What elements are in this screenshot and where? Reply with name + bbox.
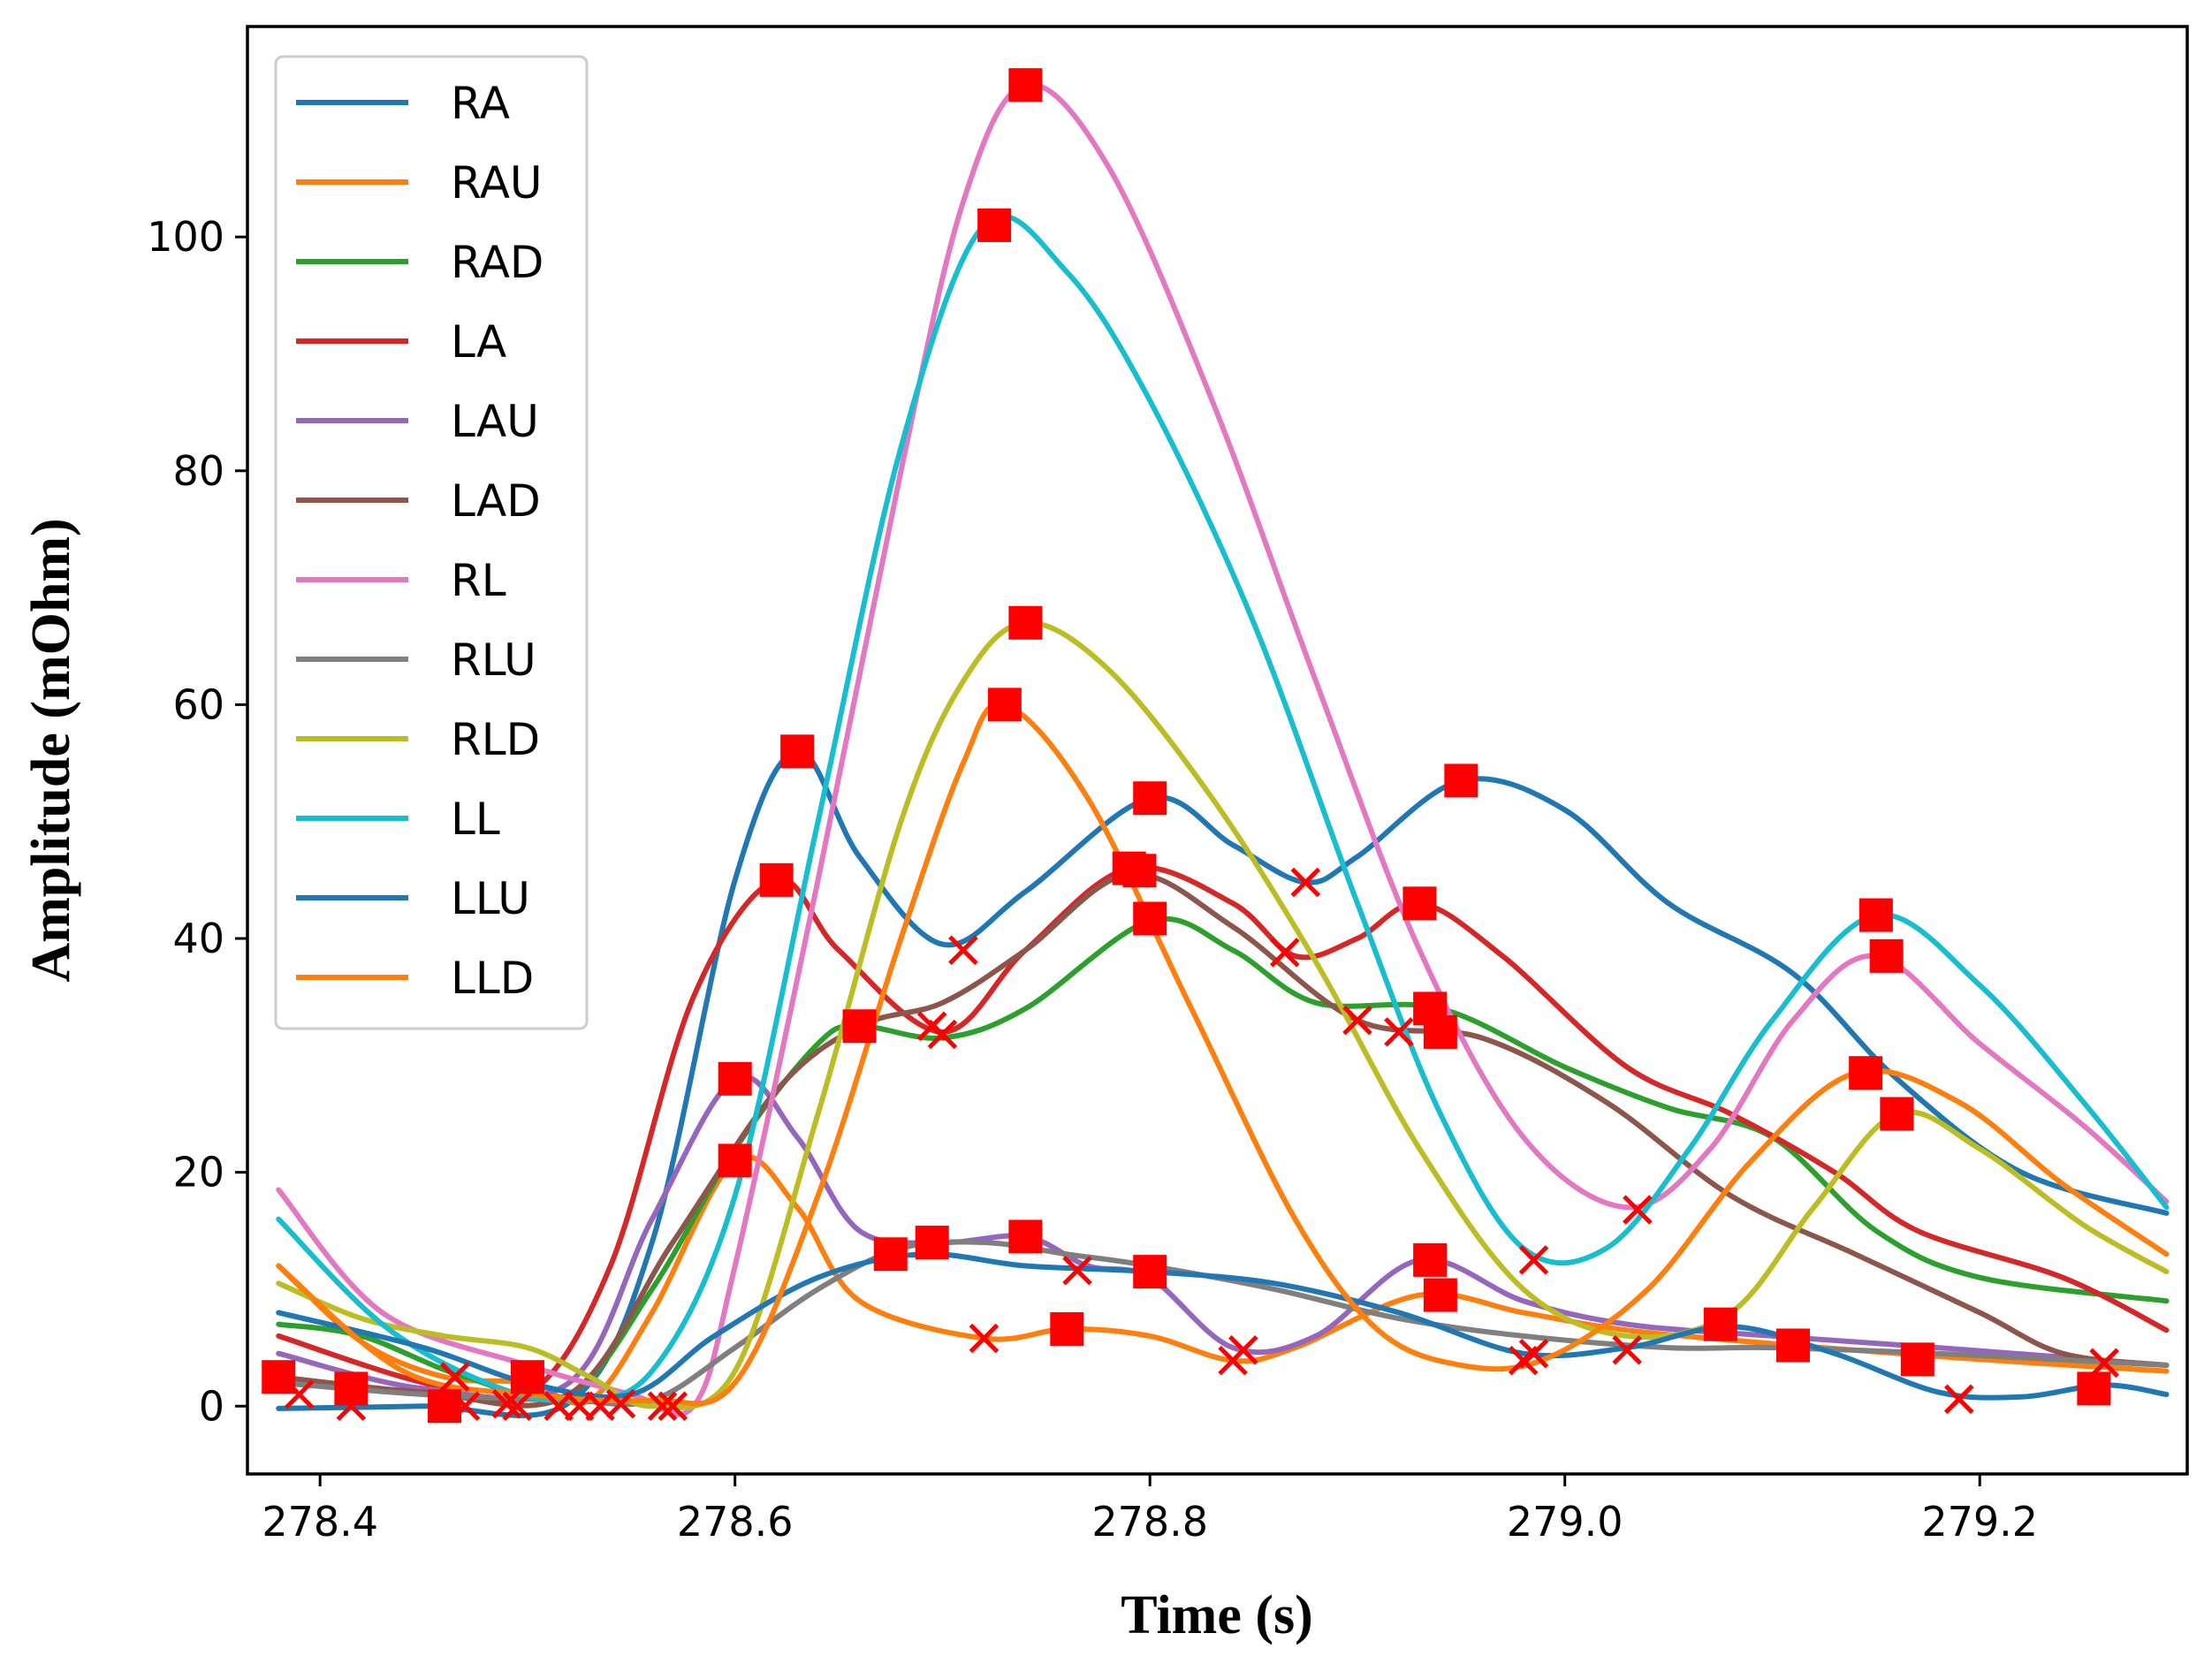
legend-label-ll: LL	[451, 794, 500, 845]
trough-marker	[1228, 1334, 1258, 1365]
peak-marker	[1122, 854, 1157, 888]
peak-marker	[1423, 1278, 1457, 1312]
trough-marker	[658, 1391, 688, 1422]
x-axis-title: Time (s)	[1121, 1585, 1313, 1645]
peak-marker	[1444, 763, 1478, 798]
peak-marker	[987, 687, 1022, 722]
legend-label-rlu: RLU	[451, 634, 536, 686]
legend-label-rau: RAU	[451, 157, 543, 209]
x-tick-label: 278.4	[262, 1498, 378, 1546]
legend-label-la: LA	[451, 316, 506, 368]
peak-marker	[842, 1009, 877, 1044]
y-tick-label: 40	[172, 915, 224, 962]
peak-marker	[2077, 1371, 2111, 1406]
peak-marker	[1859, 898, 1893, 932]
peak-marker	[1008, 1219, 1043, 1254]
trough-marker	[1290, 867, 1321, 898]
peak-marker	[1402, 886, 1437, 921]
y-tick-label: 20	[172, 1149, 224, 1196]
peak-marker	[428, 1389, 462, 1424]
peak-marker	[262, 1360, 296, 1394]
legend: RA RAU RAD LA LAU LAD RL RLU RLD LL LLU LLD	[274, 55, 589, 1030]
peak-marker	[334, 1371, 369, 1406]
peak-marker	[780, 734, 815, 769]
trough-marker	[927, 1019, 958, 1050]
trough-marker	[439, 1362, 470, 1392]
trough-marker	[1062, 1256, 1092, 1286]
trough-marker	[1342, 1005, 1372, 1036]
extrema-markers	[262, 68, 2119, 1424]
trough-marker	[948, 935, 978, 966]
peak-marker	[1775, 1328, 1810, 1363]
legend-label-lad: LAD	[451, 475, 541, 527]
trough-marker	[1384, 1017, 1414, 1047]
y-axis: 0 20 40 60 80 100	[147, 213, 247, 1430]
series-line-ll	[276, 213, 2170, 1403]
peak-marker	[1008, 605, 1043, 640]
series-line-lad	[276, 870, 2170, 1409]
peak-marker	[1900, 1342, 1935, 1377]
peak-marker	[873, 1237, 908, 1272]
legend-label-rld: RLD	[451, 714, 540, 765]
trough-marker	[1612, 1334, 1642, 1365]
legend-label-llu: LLU	[451, 873, 530, 924]
trough-marker	[491, 1388, 522, 1419]
peak-marker	[1133, 1255, 1167, 1289]
peak-marker	[718, 1143, 752, 1178]
peak-marker	[1050, 1311, 1084, 1346]
x-axis: 278.4 278.6 278.8 279.0 279.2	[262, 1474, 2038, 1546]
y-tick-label: 60	[172, 680, 224, 728]
trough-marker	[1518, 1338, 1549, 1369]
peak-marker	[1133, 901, 1167, 936]
legend-label-lau: LAU	[451, 396, 539, 447]
peak-marker	[1880, 1097, 1914, 1131]
trough-marker	[969, 1323, 1000, 1354]
series-line-lld	[276, 701, 2170, 1407]
trough-marker	[605, 1388, 636, 1419]
legend-label-rad: RAD	[451, 237, 543, 288]
trough-marker	[1623, 1195, 1653, 1225]
peak-marker	[759, 862, 794, 897]
trough-marker	[1943, 1384, 1974, 1415]
peak-marker	[977, 208, 1012, 242]
y-tick-label: 0	[199, 1382, 224, 1430]
x-tick-label: 278.8	[1091, 1498, 1208, 1546]
peak-marker	[718, 1061, 752, 1096]
trough-marker	[647, 1391, 678, 1422]
peak-marker	[915, 1226, 949, 1260]
trough-marker	[1270, 938, 1300, 968]
x-tick-label: 279.0	[1507, 1498, 1623, 1546]
legend-label-lld: LLD	[451, 953, 534, 1004]
peak-marker	[1869, 938, 1904, 973]
y-axis-title: Amplitude (mOhm)	[21, 518, 81, 982]
peak-marker	[1703, 1307, 1737, 1341]
trough-marker	[2089, 1348, 2119, 1379]
peak-marker	[1849, 1056, 1883, 1090]
y-tick-label: 80	[172, 447, 224, 495]
plot-frame	[246, 25, 2189, 1476]
x-tick-label: 278.6	[677, 1498, 794, 1546]
trough-marker	[502, 1391, 532, 1422]
y-tick-label: 100	[147, 213, 224, 261]
peak-marker	[1133, 781, 1167, 816]
peak-marker	[1008, 68, 1043, 103]
x-tick-label: 279.2	[1921, 1498, 2038, 1546]
trough-marker	[1518, 1245, 1549, 1275]
legend-frame	[274, 55, 589, 1030]
peak-marker	[510, 1360, 544, 1394]
peak-marker	[1423, 1014, 1457, 1049]
legend-label-rl: RL	[451, 555, 506, 606]
legend-label-ra: RA	[451, 78, 510, 129]
peak-marker	[1413, 1242, 1448, 1277]
